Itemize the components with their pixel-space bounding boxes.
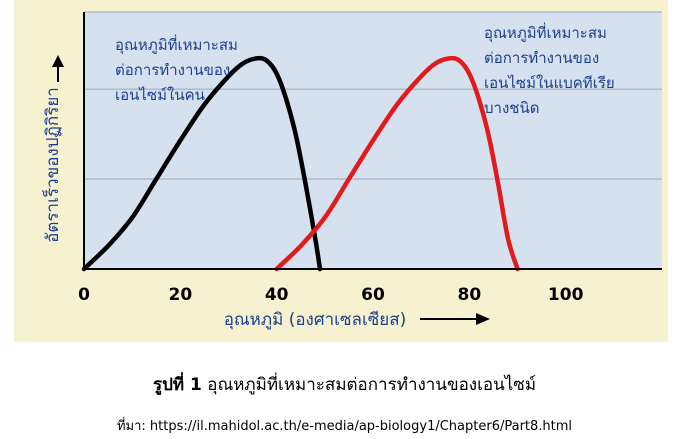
x-tick-label: 100 — [548, 285, 584, 305]
figure-caption: รูปที่ 1 อุณหภูมิที่เหมาะสมต่อการทำงานขอ… — [0, 371, 689, 398]
annotation-human: อุณหภูมิที่เหมาะสมต่อการทำงานของเอนไซม์ใ… — [115, 34, 238, 104]
annotation-line: เอนไซม์ในแบคทีเรีย — [484, 74, 615, 92]
source-citation: ที่มา: https://il.mahidol.ac.th/e-media/… — [116, 419, 573, 434]
series-layer — [81, 55, 520, 272]
x-tick-label: 0 — [78, 285, 90, 305]
y-axis-arrow — [52, 55, 64, 82]
annotation-line: เอนไซม์ในคน — [115, 86, 205, 104]
annotation-line: อุณหภูมิที่เหมาะสม — [115, 34, 238, 55]
caption-text: อุณหภูมิที่เหมาะสมต่อการทำงานของเอนไซม์ — [201, 375, 537, 395]
x-axis-arrow — [420, 313, 490, 325]
annotation-line: อุณหภูมิที่เหมาะสม — [484, 22, 607, 43]
y-axis-title: อัตราเร็วของปฏิกิริยา — [41, 87, 63, 243]
x-tick-label: 20 — [168, 285, 192, 305]
x-tick-label: 40 — [265, 285, 289, 305]
gridlines — [84, 11, 662, 180]
annotation-line: ต่อการทำงานของ — [115, 61, 230, 79]
x-tick-label: 80 — [457, 285, 481, 305]
series-line-human — [81, 55, 323, 272]
x-tick-label: 60 — [361, 285, 385, 305]
x-tick-labels: 0 20 40 60 80 100 — [78, 285, 583, 305]
annotation-line: บางชนิด — [484, 99, 539, 117]
caption-label: รูปที่ 1 — [152, 375, 202, 395]
annotation-bacteria: อุณหภูมิที่เหมาะสมต่อการทำงานของเอนไซม์ใ… — [484, 22, 615, 117]
series-line-bacteria — [274, 55, 520, 272]
x-axis-label: อุณหภูมิ (องศาเซลเซียส) — [224, 310, 407, 330]
annotation-line: ต่อการทำงานของ — [484, 49, 599, 67]
y-axis-label: อัตราเร็วของปฏิกิริยา — [41, 87, 63, 243]
enzyme-temperature-chart: 0 20 40 60 80 100 อัตราเร็วของปฏิกิริยา อุณหภ… — [14, 0, 668, 342]
